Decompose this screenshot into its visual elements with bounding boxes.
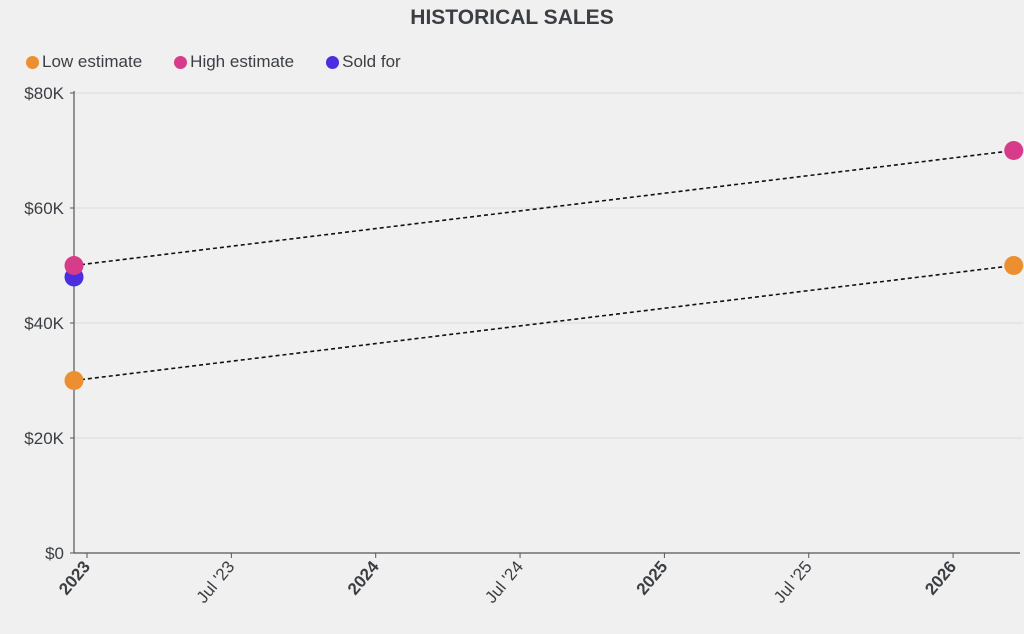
y-tick-label: $0: [45, 544, 64, 563]
legend-item-low-estimate[interactable]: Low estimate: [26, 52, 142, 72]
x-tick-label: 2026: [921, 557, 960, 598]
legend-label: Low estimate: [42, 52, 143, 71]
y-tick-label: $40K: [24, 314, 64, 333]
y-tick-label: $80K: [24, 84, 64, 103]
data-point-low-estimate: [1004, 256, 1024, 275]
legend-item-high-estimate[interactable]: High estimate: [174, 52, 294, 72]
x-tick-label: Jul '25: [770, 557, 816, 606]
series-line-low-estimate: [73, 264, 1014, 382]
x-tick-label: Jul '24: [481, 557, 527, 606]
legend-dot-icon: [326, 55, 340, 69]
legend: Low estimate High estimate Sold for: [26, 52, 401, 72]
data-point-low-estimate: [64, 371, 84, 390]
legend-dot-icon: [26, 55, 39, 69]
legend-label: High estimate: [190, 52, 295, 71]
y-tick-label: $60K: [24, 199, 64, 218]
x-tick-label: Jul '23: [193, 557, 239, 606]
legend-label: Sold for: [342, 52, 401, 71]
x-tick-label: 2023: [55, 557, 94, 598]
chart-title: HISTORICAL SALES: [410, 6, 614, 29]
x-tick-label: 2025: [633, 557, 672, 598]
x-tick-label: 2024: [344, 557, 383, 599]
legend-item-sold-for[interactable]: Sold for: [326, 52, 401, 72]
series-line-high-estimate: [73, 149, 1014, 267]
data-point-high-estimate: [64, 256, 84, 275]
y-tick-label: $20K: [24, 429, 64, 448]
legend-dot-icon: [174, 55, 188, 69]
data-point-high-estimate: [1004, 141, 1024, 160]
